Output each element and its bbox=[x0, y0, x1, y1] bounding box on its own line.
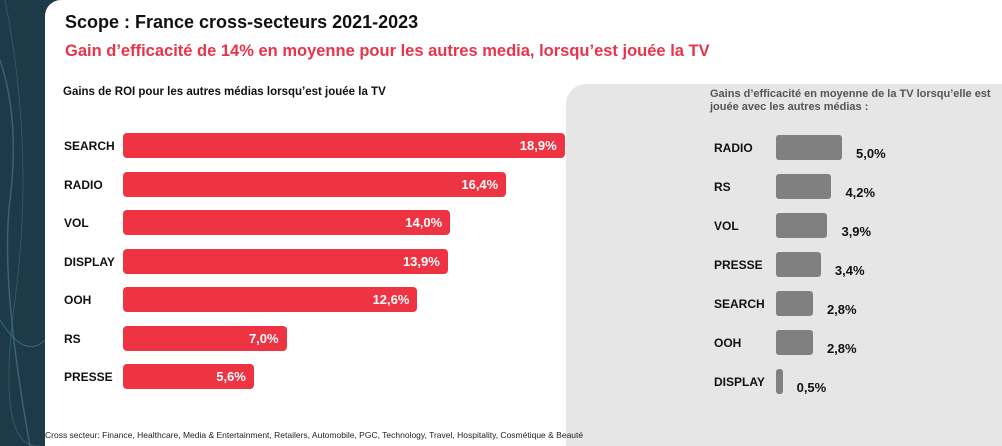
tv-value-vol: 3,9% bbox=[841, 224, 872, 239]
tv-bar-search bbox=[776, 291, 813, 316]
tv-category-rs: RS bbox=[714, 180, 731, 194]
roi-value-search: 18,9% bbox=[519, 138, 557, 153]
roi-bar-ooh bbox=[123, 287, 418, 312]
roi-category-radio: RADIO bbox=[64, 177, 103, 192]
tv-value-ooh: 2,8% bbox=[826, 341, 857, 356]
roi-category-search: SEARCH bbox=[64, 139, 115, 153]
roi-value-rs: 7,0% bbox=[248, 330, 279, 346]
roi-bar-presse bbox=[123, 364, 254, 389]
tv-category-ooh: OOH bbox=[714, 336, 742, 350]
page-title: Scope : France cross-secteurs 2021-2023 bbox=[65, 12, 419, 32]
tv-category-vol: VOL bbox=[714, 219, 739, 233]
roi-value-presse: 5,6% bbox=[216, 369, 246, 384]
tv-chart-title: Gains d’efficacité en moyenne de la TV l… bbox=[710, 88, 991, 113]
tv-category-presse: PRESSE bbox=[714, 258, 763, 272]
footer-note: Cross secteur: Finance, Healthcare, Medi… bbox=[45, 430, 584, 440]
roi-category-vol: VOL bbox=[64, 216, 89, 230]
tv-bar-vol bbox=[776, 213, 828, 238]
page-subtitle: Gain d’efficacité de 14% en moyenne pour… bbox=[65, 42, 710, 60]
roi-value-display: 13,9% bbox=[402, 253, 440, 269]
roi-bar-search bbox=[123, 133, 565, 158]
tv-value-display: 0,5% bbox=[796, 380, 827, 395]
tv-category-display: DISPLAY bbox=[714, 375, 765, 389]
roi-bar-radio bbox=[123, 171, 507, 197]
tv-bar-ooh bbox=[776, 330, 813, 355]
tv-bar-rs bbox=[776, 174, 832, 199]
tv-bar-display bbox=[776, 369, 783, 394]
roi-category-ooh: OOH bbox=[64, 293, 92, 307]
tv-value-rs: 4,2% bbox=[845, 185, 876, 200]
roi-chart-title: Gains de ROI pour les autres médias lors… bbox=[63, 86, 386, 98]
tv-category-radio: RADIO bbox=[714, 141, 753, 155]
slide-card: Scope : France cross-secteurs 2021-2023 … bbox=[45, 0, 1002, 446]
tv-value-presse: 3,4% bbox=[834, 263, 865, 278]
roi-bar-display bbox=[123, 248, 448, 274]
roi-bar-vol bbox=[123, 210, 451, 235]
roi-value-radio: 16,4% bbox=[461, 176, 499, 192]
roi-bar-rs bbox=[123, 325, 287, 351]
tv-category-search: SEARCH bbox=[714, 297, 765, 311]
tv-bar-radio bbox=[776, 135, 842, 160]
tv-value-radio: 5,0% bbox=[856, 146, 886, 161]
roi-category-display: DISPLAY bbox=[64, 254, 115, 269]
roi-category-rs: RS bbox=[64, 331, 81, 346]
roi-category-presse: PRESSE bbox=[64, 370, 113, 384]
roi-value-ooh: 12,6% bbox=[372, 292, 410, 307]
roi-value-vol: 14,0% bbox=[405, 215, 443, 230]
tv-value-search: 2,8% bbox=[826, 302, 857, 317]
tv-bar-presse bbox=[776, 252, 821, 277]
